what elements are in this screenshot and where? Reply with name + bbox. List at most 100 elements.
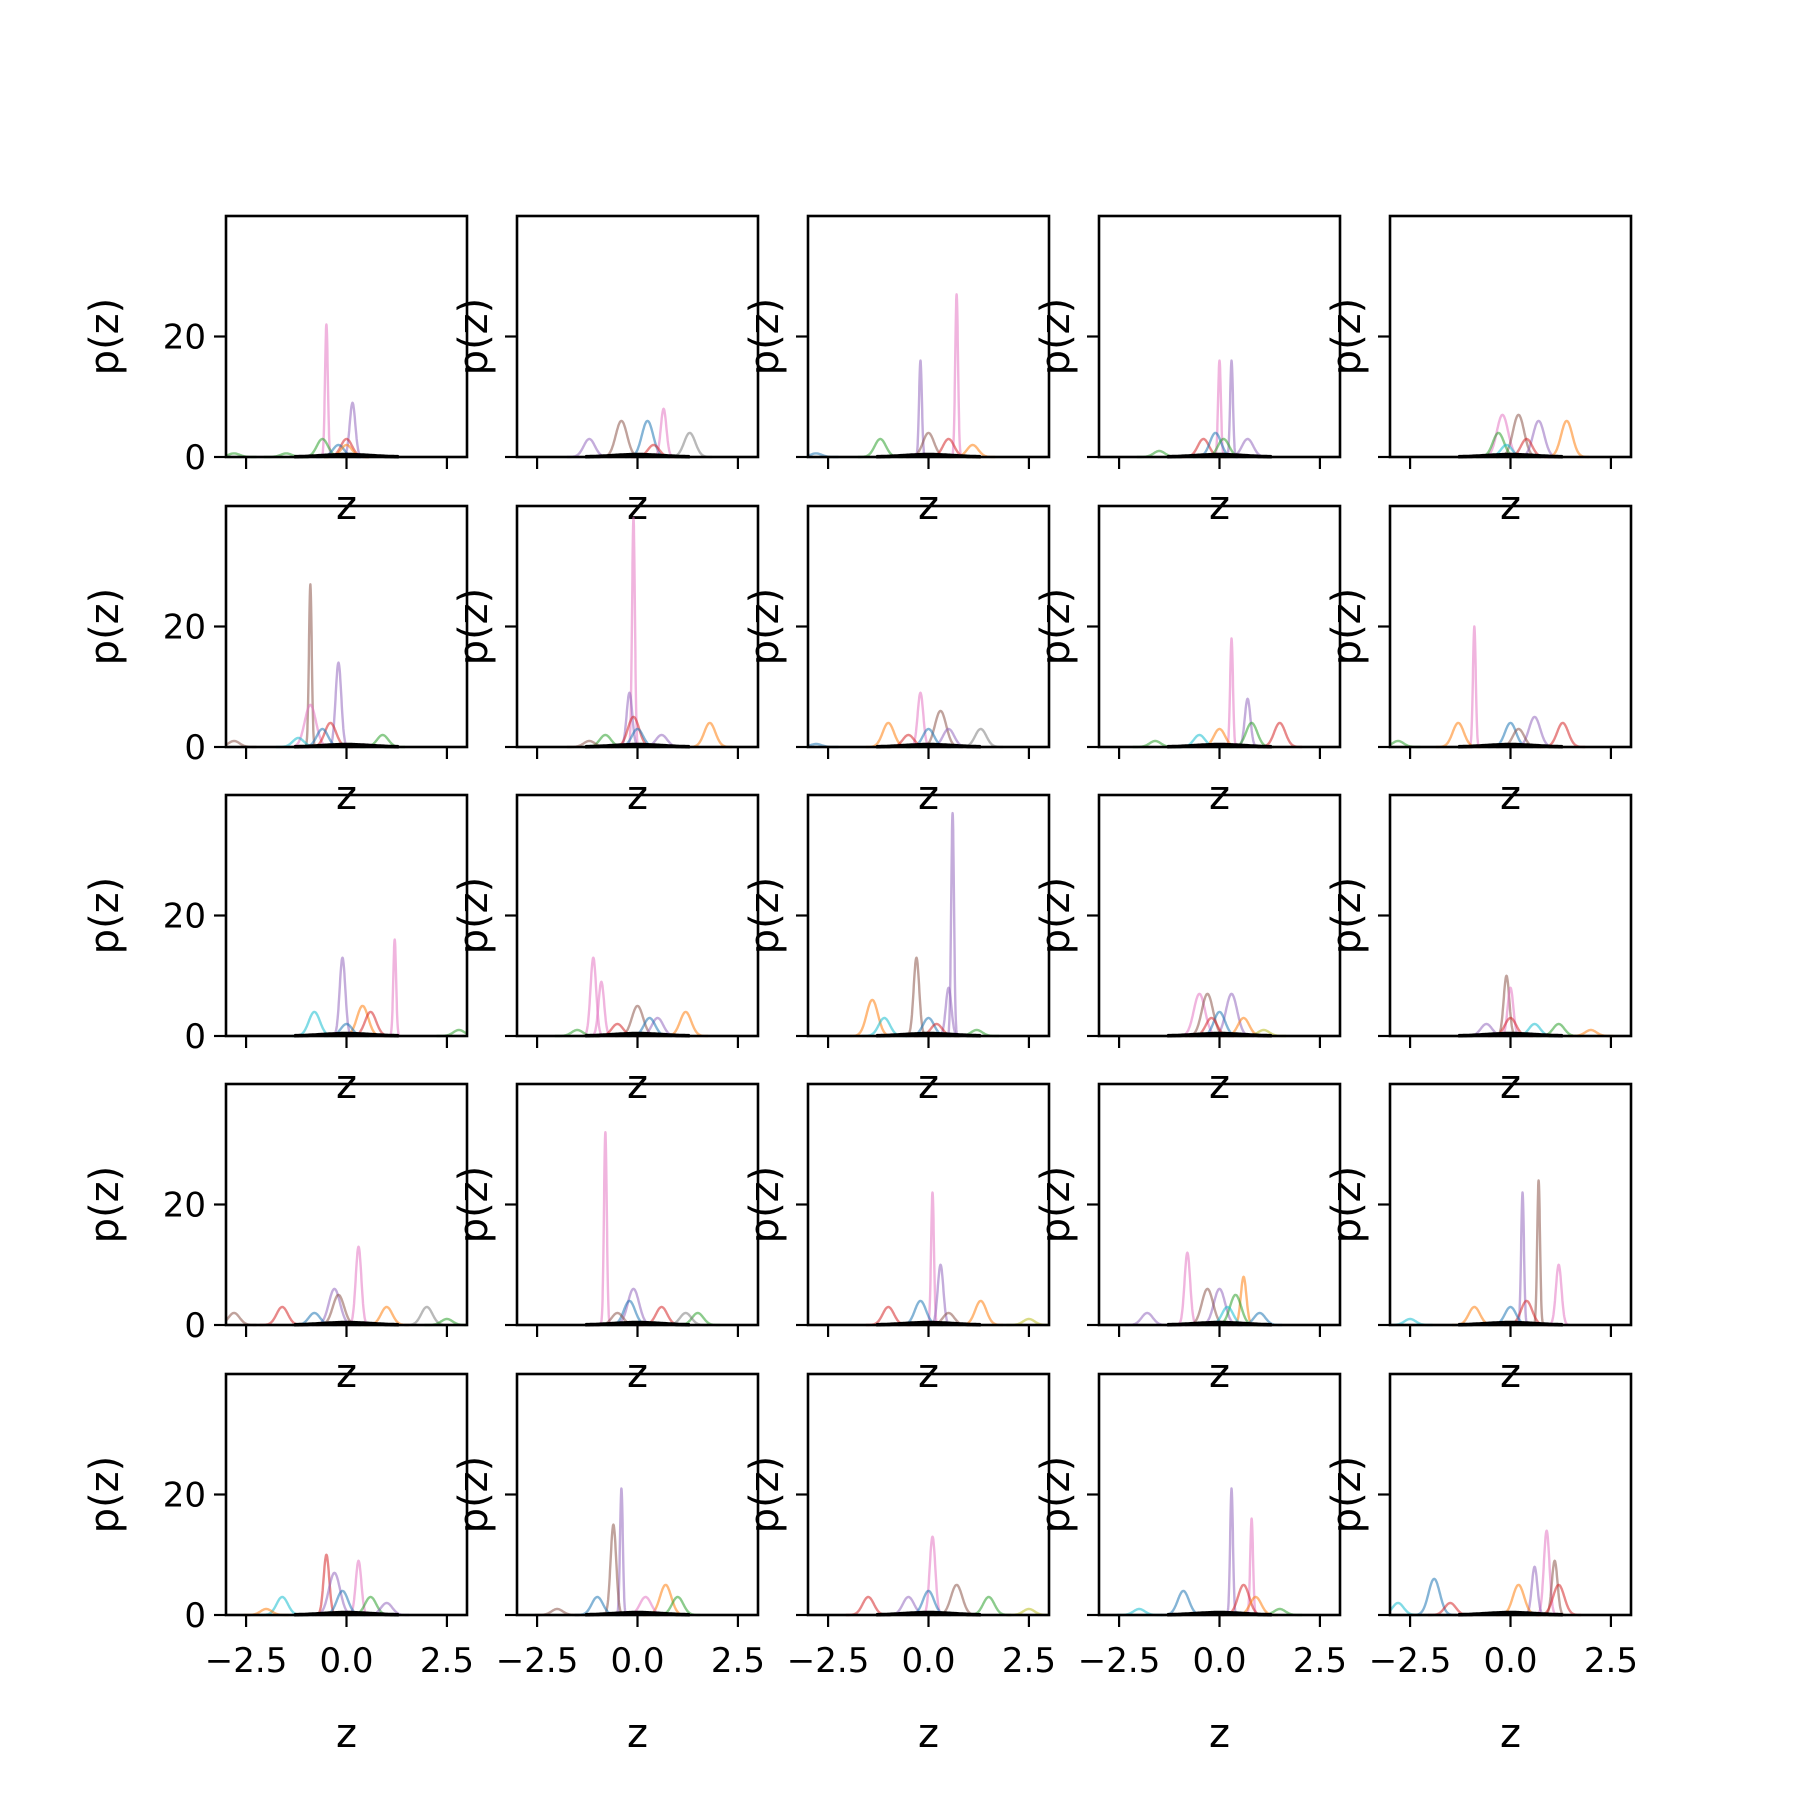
pdf-curve [626,516,641,749]
x-axis-label: z [1209,1711,1230,1757]
y-axis-label: p(z) [742,588,788,666]
subplot-panel: zp(z) [1324,504,1633,819]
y-axis-label: p(z) [82,298,128,376]
y-axis-label: p(z) [451,588,497,666]
subplot-panel: zp(z) [451,214,760,529]
axes-frame [1388,1372,1633,1617]
y-axis-label: p(z) [1324,1166,1370,1244]
pdf-curve [581,956,606,1038]
pdf-curve [1235,697,1260,749]
x-tick-label: 0.0 [319,1641,373,1681]
axes-frame [515,504,760,749]
y-axis-label: p(z) [1033,1166,1079,1244]
pdf-curve [933,1583,980,1617]
pdf-curve [849,998,896,1038]
subplot-panel: zp(z) [1324,214,1633,529]
pdf-curve [946,811,960,1038]
x-tick-label: 0.0 [1192,1641,1246,1681]
x-tick-label: 0.0 [610,1641,664,1681]
axes-frame [1097,793,1342,1038]
x-tick-label: 0.0 [1483,1641,1537,1681]
pdf-curve [965,1595,1012,1617]
y-axis-label: p(z) [742,877,788,955]
pdf-curve [1389,1601,1422,1617]
pdf-curve [913,359,928,459]
pdf-curve [666,431,713,459]
y-tick-label: 20 [163,608,206,648]
pdf-curve [950,293,964,459]
axes-frame [1388,214,1633,459]
axes-frame [1097,1372,1342,1617]
pdf-curve [1224,637,1239,749]
x-tick-label: 0.0 [901,1641,955,1681]
axes-frame [806,504,1051,749]
pdf-curve [326,661,351,749]
pdf-curve [1495,1583,1542,1617]
axes-frame [1388,504,1633,749]
subplot-panel: −2.5 0.0 2.5 z p(z) [742,1372,1056,1757]
subplot-panel: zp(z) [742,793,1051,1108]
axes-frame [515,793,760,1038]
x-tick-label: 2.5 [1293,1641,1347,1681]
y-axis-label: p(z) [1033,588,1079,666]
y-axis-label: p(z) [451,298,497,376]
subplot-panel: zp(z) [1324,793,1633,1108]
pdf-curve [303,583,317,749]
pdf-curve [388,938,402,1038]
y-axis-label: p(z) [451,1456,497,1534]
y-tick-label: 20 [163,318,206,358]
axes-frame [806,793,1051,1038]
pdf-curve [686,721,733,749]
pdf-curve [330,956,355,1038]
subplot-panel: −2.5 0.0 2.5 z p(z) [1324,1372,1638,1757]
y-axis-label: p(z) [1324,877,1370,955]
subplot-panel: zp(z) [742,1082,1051,1397]
axes-frame [1097,504,1342,749]
pdf-curve [598,1131,612,1327]
y-axis-label: p(z) [1033,298,1079,376]
pdf-curve [319,323,334,459]
y-axis-label: p(z) [1324,588,1370,666]
subplot-panel: zp(z) [742,214,1051,529]
y-tick-label: 0 [184,1596,206,1636]
subplot-panel: zp(z) [1324,1082,1633,1397]
pdf-curve [259,1595,306,1617]
y-axis-label: p(z) [451,877,497,955]
y-axis-label: p(z) [1033,1456,1079,1534]
x-tick-label: 2.5 [1002,1641,1056,1681]
pdf-curve [1435,721,1482,749]
y-axis-label: p(z) [742,1456,788,1534]
x-axis-label: z [336,1711,357,1757]
pdf-curve [1467,625,1481,749]
pdf-curve [1160,1589,1207,1617]
pdf-curve [589,980,614,1038]
y-axis-label: p(z) [82,1456,128,1534]
pdf-curve [403,1305,450,1327]
axes-frame [224,1372,469,1617]
pdf-curve [1546,1263,1571,1327]
y-tick-label: 0 [184,438,206,478]
y-axis-label: p(z) [1324,298,1370,376]
y-tick-label: 20 [163,897,206,937]
x-tick-label: 2.5 [1584,1641,1638,1681]
pdf-curve [601,1523,626,1617]
pdf-curve [1224,1487,1239,1617]
axes-frame [224,504,469,749]
axes-frame [1097,214,1342,459]
pdf-curve [1175,1251,1200,1327]
axes-frame [806,1082,1051,1327]
y-axis-label: p(z) [1324,1456,1370,1534]
subplot-panel: zp(z) [742,504,1051,819]
pdf-curve [845,1595,892,1617]
y-tick-label: 0 [184,728,206,768]
y-axis-label: p(z) [82,588,128,666]
axes-frame [515,1082,760,1327]
pdf-curve [957,1299,1004,1327]
pdf-curve [1511,715,1558,749]
x-tick-label: −2.5 [496,1641,579,1681]
axes-frame [224,214,469,459]
